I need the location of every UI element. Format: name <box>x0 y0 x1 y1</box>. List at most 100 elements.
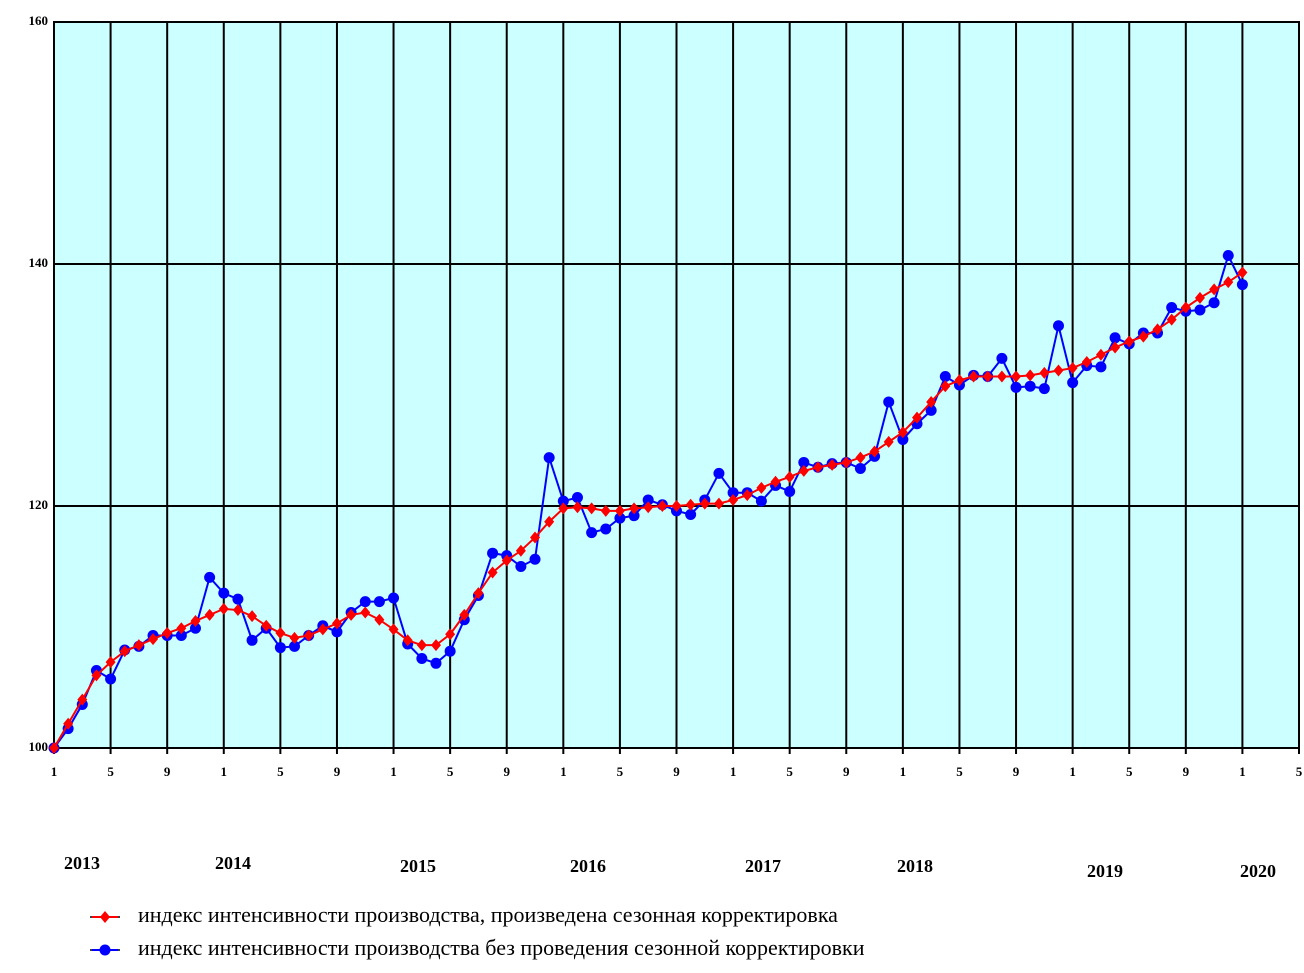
marker <box>331 617 342 630</box>
x-tick-label: 1 <box>560 764 567 779</box>
marker <box>133 639 144 652</box>
marker <box>657 500 668 512</box>
marker <box>600 504 611 517</box>
marker <box>939 371 951 383</box>
marker <box>1039 366 1050 379</box>
marker <box>586 527 598 539</box>
marker <box>1025 369 1036 382</box>
marker <box>360 606 371 619</box>
marker <box>558 502 569 515</box>
marker <box>629 502 640 515</box>
marker <box>798 464 809 477</box>
marker <box>756 481 767 494</box>
marker <box>897 433 909 445</box>
marker <box>1024 380 1036 392</box>
marker <box>1208 297 1220 309</box>
marker <box>515 544 526 557</box>
marker <box>982 370 993 383</box>
marker <box>100 911 110 923</box>
y-tick-label: 140 <box>29 255 49 270</box>
marker <box>473 587 484 600</box>
marker <box>1053 364 1064 377</box>
marker <box>854 462 866 474</box>
x-tick-label: 5 <box>956 764 963 779</box>
marker <box>727 487 739 499</box>
x-tick-label: 5 <box>277 764 284 779</box>
marker <box>1180 301 1191 314</box>
marker <box>728 493 739 506</box>
marker <box>643 501 654 514</box>
x-tick-label: 9 <box>334 764 341 779</box>
marker <box>586 502 597 515</box>
marker <box>274 642 286 654</box>
marker <box>1236 279 1248 291</box>
marker <box>218 602 229 615</box>
marker <box>557 495 569 507</box>
marker <box>416 652 428 664</box>
marker <box>1067 377 1079 389</box>
marker <box>600 523 612 535</box>
x-tick-label: 5 <box>1126 764 1133 779</box>
marker <box>1194 304 1206 316</box>
marker <box>954 374 965 387</box>
legend-label: индекс интенсивности производства без пр… <box>138 935 865 960</box>
marker <box>1237 266 1248 279</box>
marker <box>317 623 328 636</box>
marker <box>444 645 456 657</box>
marker <box>925 404 937 416</box>
marker <box>897 426 908 439</box>
marker <box>402 634 413 647</box>
marker <box>1011 370 1022 383</box>
marker <box>841 456 852 469</box>
marker <box>63 717 74 730</box>
marker <box>246 634 258 646</box>
marker <box>614 512 626 524</box>
marker <box>940 380 951 393</box>
marker <box>742 489 753 502</box>
x-tick-label: 9 <box>1013 764 1020 779</box>
marker <box>232 604 243 617</box>
marker <box>1052 320 1064 332</box>
marker <box>571 492 583 504</box>
marker <box>289 631 300 644</box>
marker <box>416 639 427 652</box>
marker <box>685 498 696 511</box>
marker <box>968 370 979 383</box>
marker <box>331 626 343 638</box>
x-tick-label: 9 <box>503 764 510 779</box>
marker <box>189 622 201 634</box>
marker <box>628 510 640 522</box>
marker <box>770 475 781 488</box>
year-label: 2015 <box>400 856 436 876</box>
marker <box>105 656 116 669</box>
x-tick-label: 5 <box>617 764 624 779</box>
y-tick-label: 100 <box>29 739 49 754</box>
marker <box>99 944 111 956</box>
x-tick-label: 5 <box>786 764 793 779</box>
x-tick-label: 1 <box>51 764 58 779</box>
x-tick-label: 9 <box>843 764 850 779</box>
marker <box>261 619 272 632</box>
x-tick-label: 5 <box>447 764 454 779</box>
marker <box>784 470 795 483</box>
marker <box>1194 291 1205 304</box>
marker <box>430 639 441 652</box>
x-tick-label: 9 <box>1183 764 1190 779</box>
marker <box>1095 361 1107 373</box>
marker <box>1152 323 1163 336</box>
marker <box>883 435 894 448</box>
marker <box>119 645 130 658</box>
marker <box>204 571 216 583</box>
year-label: 2019 <box>1087 861 1123 881</box>
marker <box>176 622 187 635</box>
marker <box>671 500 682 512</box>
marker <box>430 657 442 669</box>
marker <box>501 554 512 567</box>
marker <box>289 640 301 652</box>
y-tick-label: 120 <box>29 497 49 512</box>
year-label: 2018 <box>897 856 933 876</box>
marker <box>373 596 385 608</box>
marker <box>148 633 159 646</box>
marker <box>926 395 937 408</box>
series <box>49 266 1248 754</box>
